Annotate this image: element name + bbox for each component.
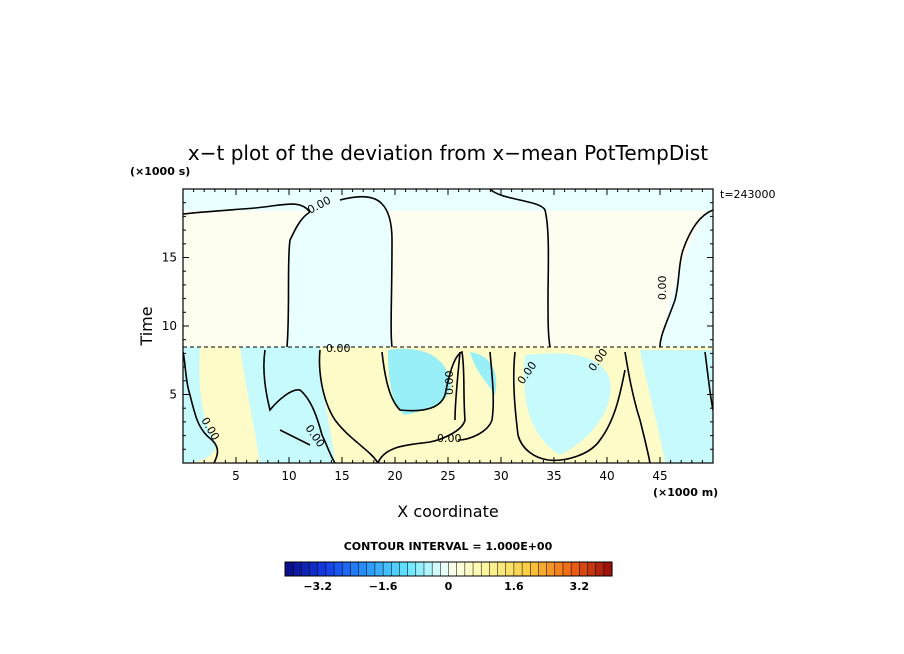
colorbar-cell (546, 561, 556, 577)
colorbar-cell (579, 561, 589, 577)
colorbar (284, 561, 613, 577)
colorbar-tick-label: 1.6 (504, 580, 524, 593)
contour-label: 0.00 (326, 342, 351, 355)
colorbar-cell (333, 561, 343, 577)
y-tick-label: 5 (169, 388, 177, 402)
field-upper (183, 189, 713, 347)
field-upper-cool-column (287, 192, 392, 347)
colorbar-cell (440, 561, 450, 577)
colorbar-cell (415, 561, 425, 577)
contour-label: 0.00 (656, 276, 669, 301)
y-axis: 5 10 15 (162, 202, 713, 450)
contour-upper-right (659, 209, 713, 348)
y-tick-label: 10 (162, 319, 177, 333)
x-axis-label: X coordinate (397, 502, 498, 521)
contour-lower-3 (279, 429, 311, 446)
y-axis-label: Time (137, 306, 156, 346)
contour-lower-9 (624, 351, 651, 463)
field-upper-cool-right (660, 205, 713, 347)
contour-lower-10 (704, 351, 713, 411)
x-tick-label: 40 (599, 469, 614, 483)
x-tick-label: 25 (440, 469, 455, 483)
colorbar-cell (366, 561, 376, 577)
contour-label: 0.00 (437, 432, 462, 445)
colorbar-cell (513, 561, 523, 577)
colorbar-cell (358, 561, 368, 577)
colorbar-cell (587, 561, 597, 577)
x-tick-label: 15 (334, 469, 349, 483)
colorbar-cell (472, 561, 482, 577)
colorbar-cell (325, 561, 335, 577)
colorbar-cell (350, 561, 360, 577)
contour-lower-8 (512, 351, 626, 462)
field-upper-cool-left (183, 189, 713, 211)
colorbar-cell (448, 561, 458, 577)
field-lower-cool-6 (470, 352, 497, 395)
colorbar-cell (382, 561, 392, 577)
colorbar-tick-label: −1.6 (369, 580, 398, 593)
x-axis: 5 10 15 20 25 30 35 40 45 (193, 189, 703, 483)
colorbar-frame (284, 561, 613, 577)
colorbar-cell (497, 561, 507, 577)
colorbar-cell (456, 561, 466, 577)
x-tick-label: 5 (232, 469, 240, 483)
contour-lower-1 (183, 351, 219, 463)
field-lower-cool-4 (524, 353, 611, 455)
colorbar-cell (530, 561, 539, 577)
colorbar-ticks: −3.2 −1.6 0 1.6 3.2 (303, 580, 589, 593)
contour-lower-6 (454, 351, 461, 421)
colorbar-cell (341, 561, 351, 577)
x-tick-label: 30 (493, 469, 508, 483)
colorbar-cell (521, 561, 531, 577)
colorbar-tick-label: 0 (445, 580, 453, 593)
chart-title: x−t plot of the deviation from x−mean Po… (188, 141, 708, 165)
contour-lower-7 (457, 351, 495, 441)
colorbar-cell (301, 561, 311, 577)
colorbar-cell (538, 561, 548, 577)
field-lower-cool-5 (640, 350, 713, 463)
x-tick-label: 35 (546, 469, 561, 483)
field-lower-cool-3 (388, 348, 451, 415)
colorbar-cell (505, 561, 515, 577)
colorbar-tick-label: −3.2 (303, 580, 332, 593)
colorbar-cell (603, 561, 613, 577)
contour-lower-2 (263, 349, 336, 463)
colorbar-cell (374, 561, 384, 577)
x-tick-label: 10 (281, 469, 296, 483)
colorbar-tick-label: 3.2 (570, 580, 590, 593)
colorbar-cell (391, 561, 400, 577)
colorbar-cell (423, 561, 433, 577)
contour-upper-mid (489, 189, 551, 348)
colorbar-cell (480, 561, 490, 577)
colorbar-cell (570, 561, 580, 577)
y-unit-label: (×1000 s) (130, 165, 190, 178)
colorbar-cell (407, 561, 417, 577)
colorbar-cell (464, 561, 474, 577)
colorbar-cell (562, 561, 572, 577)
colorbar-cell (431, 561, 441, 577)
colorbar-cell (317, 561, 327, 577)
contour-lower-4 (318, 349, 379, 463)
colorbar-cell (595, 561, 605, 577)
colorbar-cell (399, 561, 409, 577)
contour-upper-left (183, 203, 311, 215)
contour-upper-column (286, 195, 393, 348)
colorbar-cell (489, 561, 499, 577)
zero-contours (183, 189, 713, 463)
contour-label: 0.00 (443, 371, 456, 396)
x-unit-label: (×1000 m) (653, 486, 718, 499)
contour-interval-text: CONTOUR INTERVAL = 1.000E+00 (344, 540, 553, 553)
field-lower-cool-1 (183, 347, 216, 463)
time-stamp: t=243000 (720, 188, 776, 201)
y-tick-label: 15 (162, 251, 177, 265)
colorbar-cell (309, 561, 319, 577)
contour-lower-5 (377, 350, 466, 463)
x-tick-label: 20 (387, 469, 402, 483)
colorbar-cell (292, 561, 302, 577)
x-tick-label: 45 (652, 469, 667, 483)
colorbar-cell (554, 561, 564, 577)
plot-area: 0.00 0.00 0.00 0.00 0.00 0.00 0.00 0.00 … (183, 189, 713, 463)
colorbar-cell (284, 561, 294, 577)
